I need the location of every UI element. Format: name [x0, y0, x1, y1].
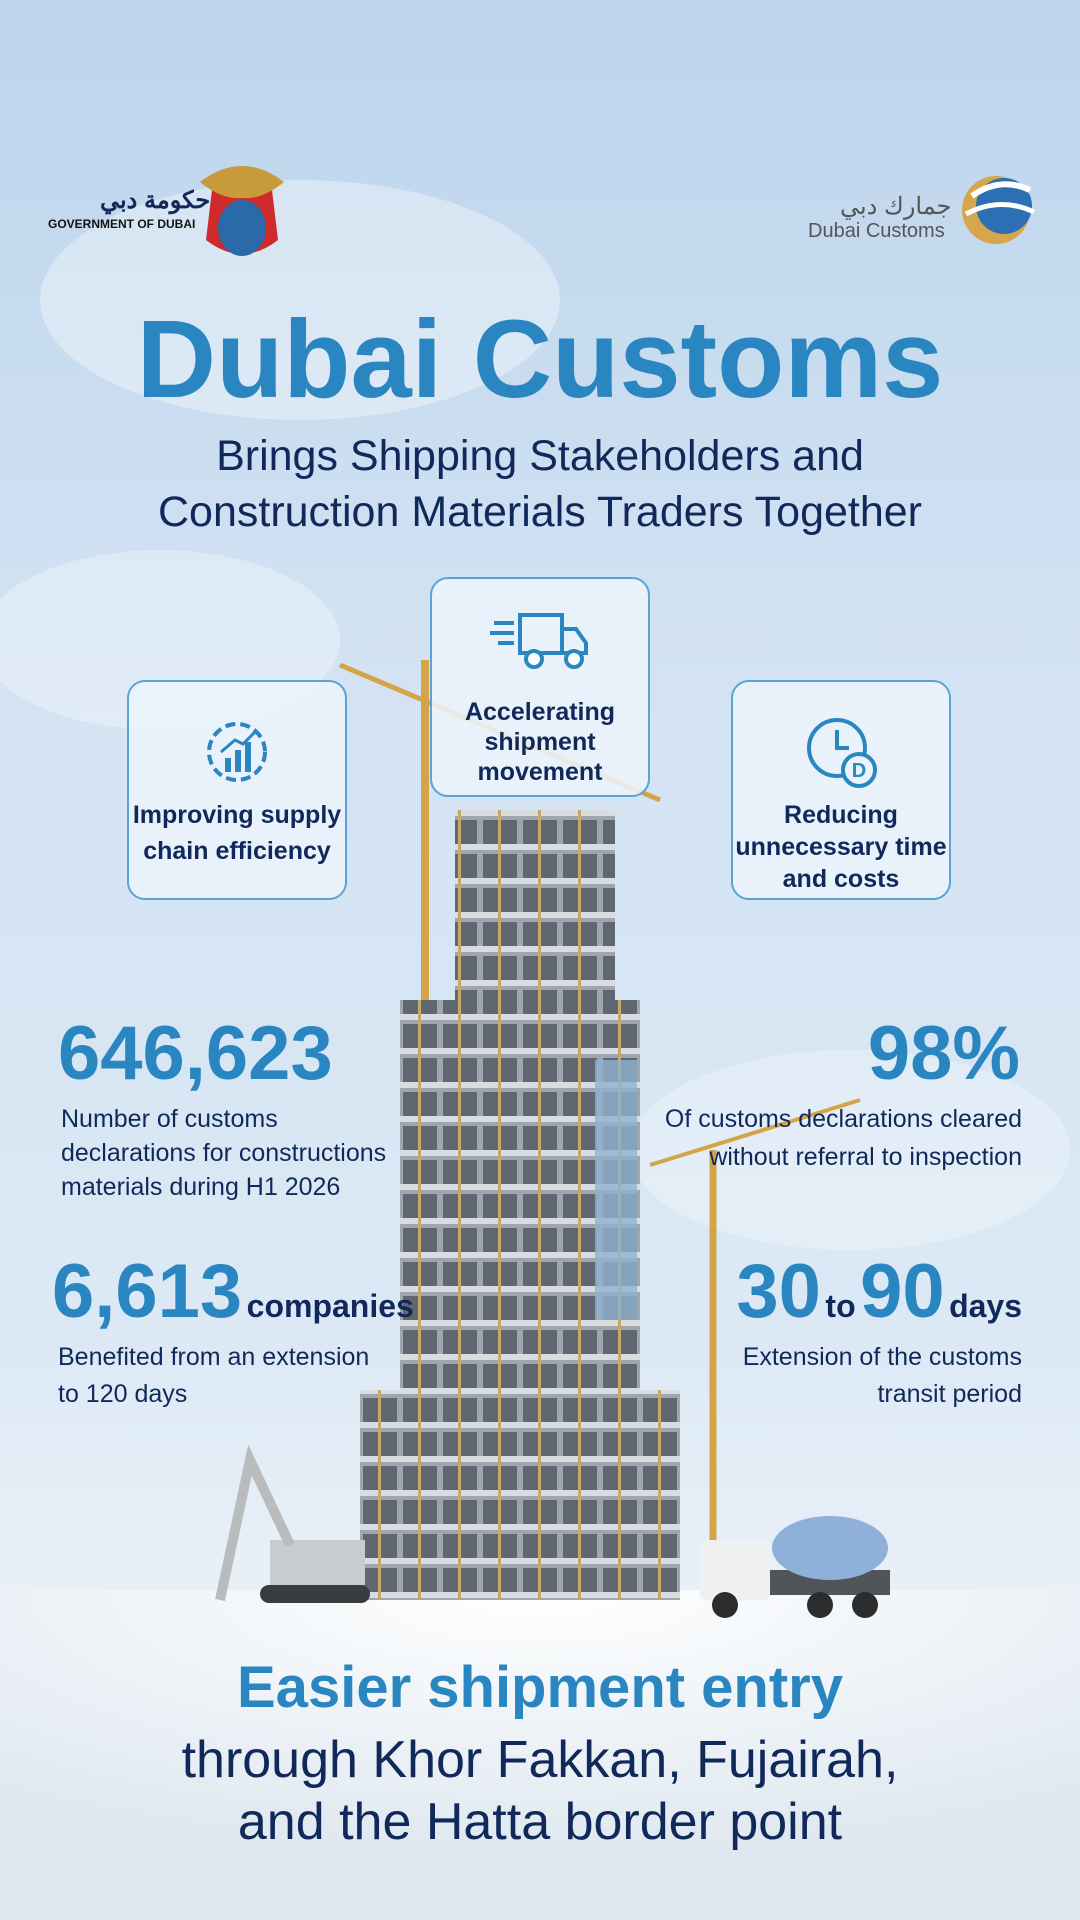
gov-logo-english: GOVERNMENT OF DUBAI: [48, 217, 196, 231]
feature-label: chain efficiency: [143, 837, 331, 865]
stat-description: materials during H1 2026: [61, 1173, 341, 1201]
subtitle-line: Brings Shipping Stakeholders and: [216, 432, 864, 480]
tower-base: [360, 1390, 680, 1600]
mixer-truck: [700, 1516, 890, 1618]
stat-description: Number of customs: [61, 1105, 278, 1133]
subtitle-line: Construction Materials Traders Together: [157, 488, 922, 536]
stat-description: Benefited from an extension: [58, 1343, 370, 1371]
stat-headline: 30 to 90 days: [736, 1248, 1022, 1335]
customs-logo-arabic: جمارك دبي: [840, 193, 952, 220]
stat-connector: to: [825, 1288, 856, 1324]
footer-line: and the Hatta border point: [237, 1793, 843, 1851]
truck-icon: [490, 613, 588, 669]
feature-label: unnecessary time: [735, 833, 947, 861]
feature-label: movement: [477, 758, 603, 786]
stat-value: 98%: [867, 1011, 1020, 1096]
feature-label: Accelerating: [464, 698, 616, 726]
feature-label: and costs: [782, 865, 900, 893]
stat-value: 646,623: [58, 1011, 333, 1096]
feature-label: Reducing: [784, 801, 898, 829]
clock-icon: D: [807, 718, 877, 788]
customs-logo-english: Dubai Customs: [808, 220, 945, 242]
customs-emblem: [962, 176, 1036, 244]
stat-description: declarations for constructions: [61, 1139, 387, 1167]
stat-value: 6,613: [52, 1249, 243, 1334]
stat-unit: days: [949, 1288, 1022, 1324]
excavator: [215, 1444, 370, 1603]
feature-label: shipment: [484, 728, 596, 756]
feature-card: Improving supply chain efficiency: [127, 680, 347, 900]
gear-chart-icon: [207, 722, 267, 782]
stat-headline: 6,613 companies: [52, 1248, 414, 1335]
stat-unit: companies: [246, 1288, 414, 1324]
crane-jib: [649, 1098, 861, 1167]
stat-description: without referral to inspection: [709, 1143, 1022, 1171]
stat-description: Extension of the customs: [742, 1343, 1022, 1371]
stat-description: Of customs declarations cleared: [664, 1105, 1022, 1133]
svg-text:D: D: [852, 760, 866, 782]
stat-description: transit period: [877, 1380, 1022, 1408]
stat-value: 90: [860, 1249, 945, 1334]
feature-label: Improving supply: [132, 801, 342, 829]
footer-line: through Khor Fakkan, Fujairah,: [181, 1731, 899, 1789]
cloud: [40, 180, 560, 420]
gov-logo-arabic: حكومة دبي: [100, 187, 211, 214]
title: Dubai Customs: [136, 298, 944, 421]
feature-card: D Reducing unnecessary time and costs: [731, 680, 951, 900]
government-emblem: [200, 166, 284, 256]
ground: [0, 1590, 1080, 1920]
stat-value: 30: [736, 1249, 821, 1334]
cloud: [630, 1050, 1070, 1250]
stat-description: to 120 days: [58, 1380, 188, 1408]
tower-glass: [595, 1060, 637, 1320]
feature-card: Accelerating shipment movement: [430, 577, 650, 797]
footer-headline: Easier shipment entry: [237, 1655, 843, 1720]
